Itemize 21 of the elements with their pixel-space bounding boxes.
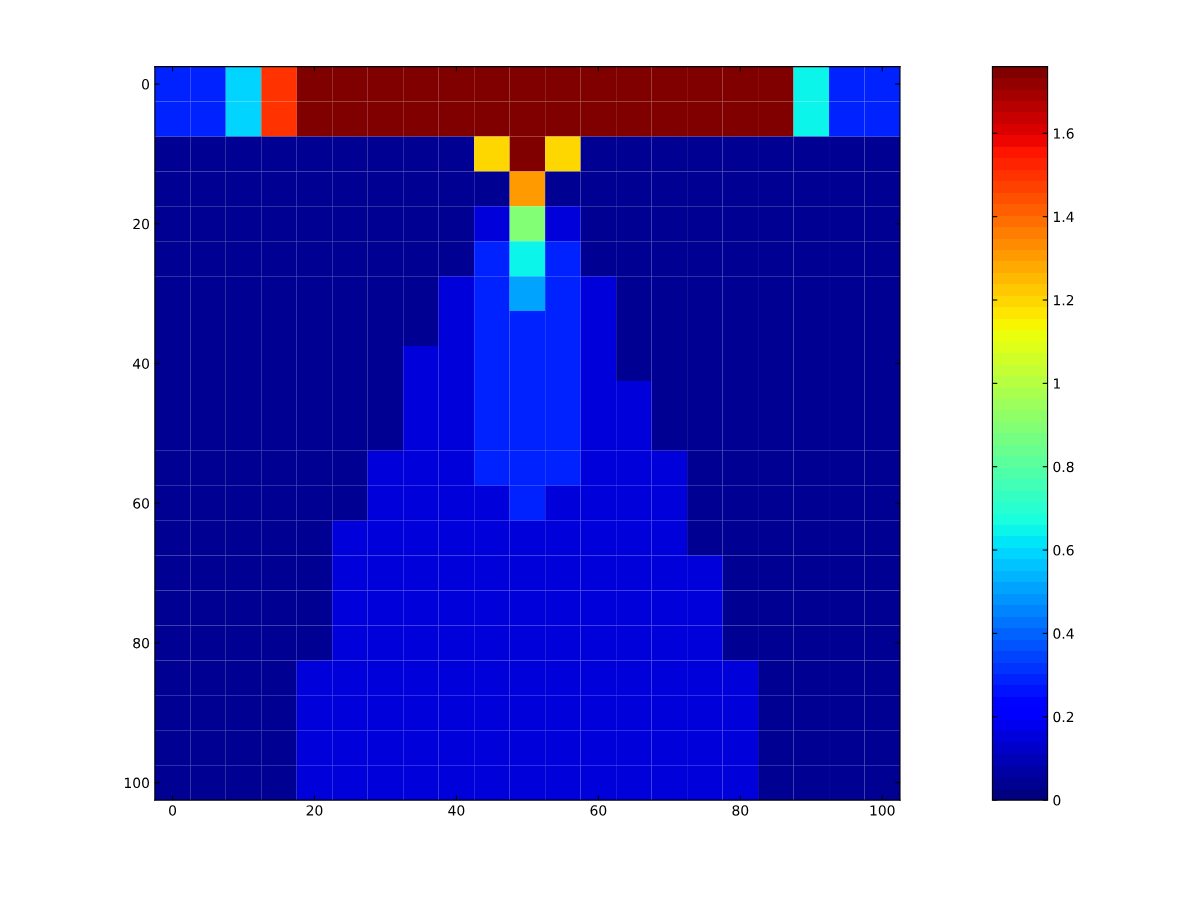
y-tick-label: 80 [133, 637, 150, 649]
color-bar-label: 1.4 [1053, 211, 1074, 222]
color-bar-label: 0 [1053, 795, 1061, 806]
y-tick-label: 0 [142, 79, 150, 90]
x-tick-label: 60 [590, 805, 607, 816]
y-tick-label: 40 [132, 358, 150, 369]
color-bar-label: 1.6 [1053, 128, 1074, 139]
color-bar-label: 1.2 [1053, 294, 1074, 306]
color-bar-label: 0.2 [1053, 711, 1074, 723]
color-bar-label: 1 [1053, 378, 1061, 389]
y-tick-label: 20 [133, 218, 150, 230]
y-tick-label: 100 [124, 777, 150, 789]
color-bar-label: 0.8 [1053, 461, 1074, 473]
x-tick-label: 100 [870, 805, 895, 816]
x-tick-label: 0 [169, 805, 177, 816]
x-tick-label: 80 [732, 805, 749, 816]
x-tick-label: 40 [448, 805, 465, 816]
y-tick-label: 60 [133, 498, 150, 509]
x-tick-label: 20 [306, 805, 323, 816]
color-bar-label: 0.6 [1053, 545, 1074, 556]
color-bar-label: 0.4 [1053, 628, 1074, 639]
